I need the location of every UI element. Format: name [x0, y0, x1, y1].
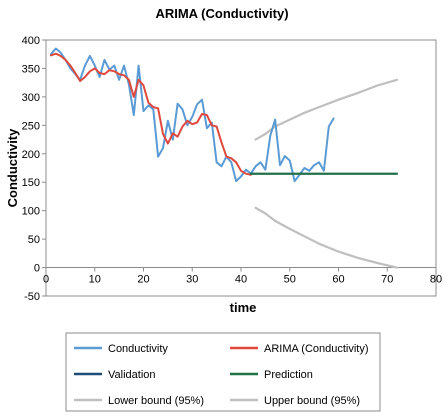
series-line-conductivity — [49, 47, 335, 183]
x-tick-label: 0 — [43, 274, 49, 286]
x-axis-title: time — [230, 300, 257, 315]
plot-frame — [45, 39, 437, 297]
x-tick-label: 10 — [89, 274, 101, 286]
y-tick-label: 200 — [22, 149, 40, 161]
legend-label-conductivity: Conductivity — [108, 343, 168, 355]
legend-label-arima-conductivity: ARIMA (Conductivity) — [264, 343, 369, 355]
x-tick-label: 30 — [186, 274, 198, 286]
series-line-upper-bound-95 — [254, 78, 399, 141]
y-tick-label: 150 — [22, 177, 40, 189]
legend-label-prediction: Prediction — [264, 369, 313, 381]
legend: Conductivity ARIMA (Conductivity) Validati… — [65, 332, 381, 412]
y-tick-label: 0 — [34, 263, 40, 275]
y-tick-label: 300 — [22, 92, 40, 104]
y-tick-label: 400 — [22, 35, 40, 47]
x-tick-label: 20 — [137, 274, 149, 286]
x-tick-label: 50 — [284, 274, 296, 286]
legend-box — [65, 332, 381, 412]
x-tick-label: 40 — [235, 274, 247, 286]
chart-title: ARIMA (Conductivity) — [155, 6, 288, 21]
legend-label-lower-bound-95: Lower bound (95%) — [108, 395, 204, 407]
y-tick-label: 100 — [22, 206, 40, 218]
y-tick-label: -50 — [24, 291, 40, 303]
x-tick-label: 80 — [430, 274, 442, 286]
x-tick-label: 60 — [332, 274, 344, 286]
y-tick-label: 250 — [22, 120, 40, 132]
x-tick-label: 70 — [381, 274, 393, 286]
plot-area: 0 10 20 30 40 50 60 70 80-5005010015020025030035… — [22, 35, 442, 303]
y-tick-label: 50 — [28, 234, 40, 246]
legend-label-validation: Validation — [108, 369, 156, 381]
y-axis-title: Conductivity — [5, 128, 20, 207]
series-line-lower-bound-95 — [254, 206, 399, 269]
series-line-arima-conductivity — [49, 52, 252, 176]
y-tick-label: 350 — [22, 63, 40, 75]
legend-label-upper-bound-95: Upper bound (95%) — [264, 395, 360, 407]
